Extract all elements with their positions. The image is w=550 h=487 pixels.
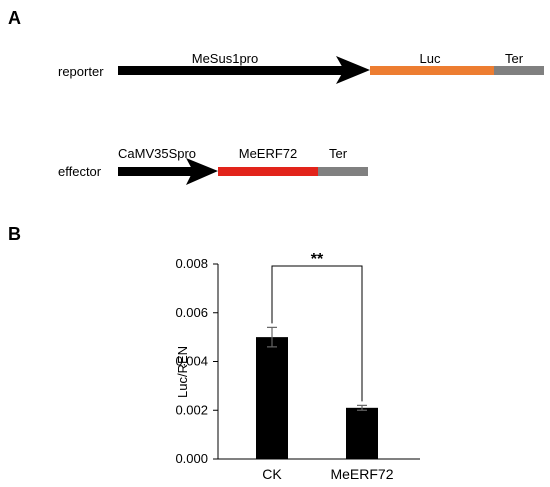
effector-construct: effector CaMV35Spro MeERF72 Ter (58, 146, 368, 185)
reporter-promoter-label: MeSus1pro (192, 51, 258, 66)
y-tick-label: 0.002 (175, 402, 208, 417)
effector-row-label: effector (58, 164, 102, 179)
y-axis-label: Luc/REN (175, 346, 190, 398)
effector-terminator-label: Ter (329, 146, 348, 161)
reporter-promoter-shaft (118, 66, 348, 75)
effector-terminator-block (318, 167, 368, 176)
y-tick-label: 0.004 (175, 354, 208, 369)
bar-chart: Luc/REN 0.000 0.002 0.004 0.006 0.008 CK MeERF… (175, 251, 420, 482)
y-tick-label: 0.008 (175, 256, 208, 271)
bar-ck (256, 337, 288, 459)
reporter-terminator-label: Ter (505, 51, 524, 66)
effector-gene-block (218, 167, 318, 176)
x-tick-label: MeERF72 (330, 466, 393, 482)
y-tick-label: 0.006 (175, 305, 208, 320)
effector-promoter-label: CaMV35Spro (118, 146, 196, 161)
y-tick-label: 0.000 (175, 451, 208, 466)
effector-promoter-arrowhead (186, 158, 218, 185)
reporter-promoter-arrowhead (336, 56, 370, 84)
reporter-construct: reporter MeSus1pro Luc Ter (58, 51, 544, 84)
x-tick-label: CK (262, 466, 282, 482)
panel-b-label: B (8, 224, 21, 244)
effector-promoter-shaft (118, 167, 198, 176)
significance-label: ** (311, 251, 324, 268)
reporter-row-label: reporter (58, 64, 104, 79)
panel-a-label: A (8, 8, 21, 28)
reporter-gene-label: Luc (420, 51, 441, 66)
reporter-gene-block (370, 66, 494, 75)
bar-meerf72 (346, 407, 378, 459)
effector-gene-label: MeERF72 (239, 146, 298, 161)
reporter-terminator-block (494, 66, 544, 75)
significance-bracket (271, 265, 363, 402)
